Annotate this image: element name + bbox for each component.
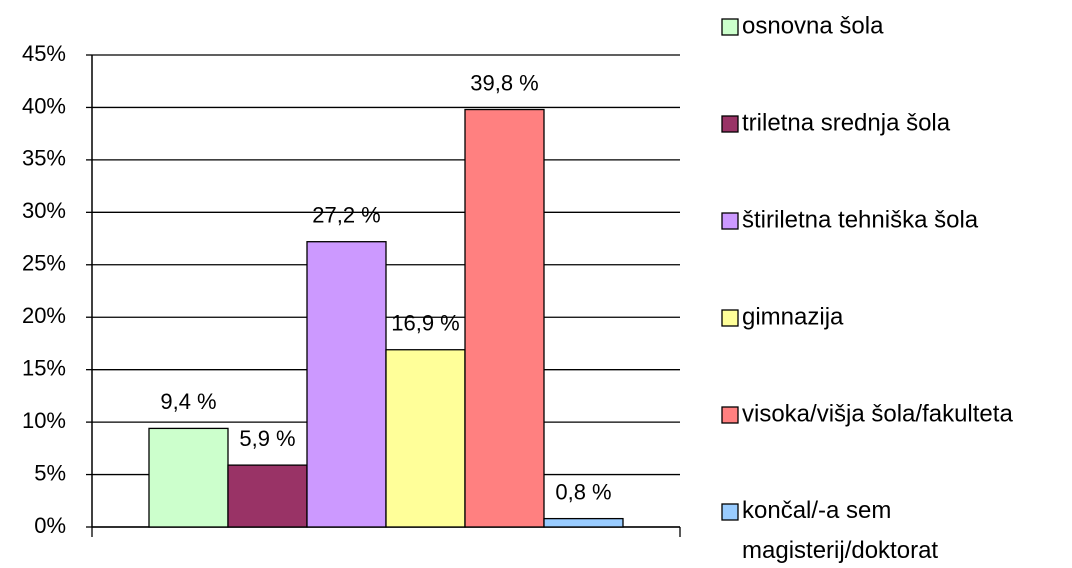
legend-swatch bbox=[721, 115, 739, 133]
y-tick-label: 45% bbox=[22, 41, 66, 66]
y-tick-label: 30% bbox=[22, 198, 66, 223]
legend-swatch bbox=[721, 309, 739, 327]
y-tick-label: 0% bbox=[34, 513, 66, 538]
y-tick-label: 20% bbox=[22, 303, 66, 328]
legend-swatch bbox=[721, 503, 739, 521]
legend-label: visoka/višja šola/fakulteta bbox=[742, 400, 1013, 427]
legend-label: končal/-a sem magisterij/doktorat bbox=[742, 497, 938, 564]
legend-label-line: magisterij/doktorat bbox=[742, 537, 938, 564]
legend-label: štiriletna tehniška šola bbox=[742, 206, 979, 233]
y-tick-label: 5% bbox=[34, 460, 66, 485]
legend-swatch bbox=[721, 18, 739, 36]
data-label: 5,9 % bbox=[239, 426, 295, 451]
legend-label: triletna srednja šola bbox=[742, 109, 951, 136]
bar bbox=[148, 427, 229, 528]
legend-swatch bbox=[721, 212, 739, 230]
y-tick-label: 35% bbox=[22, 146, 66, 171]
bar bbox=[385, 349, 466, 528]
y-tick-label: 40% bbox=[22, 93, 66, 118]
data-label: 39,8 % bbox=[470, 70, 539, 95]
data-label: 27,2 % bbox=[312, 203, 381, 228]
legend-label-line: končal/-a sem bbox=[742, 497, 891, 524]
data-label: 16,9 % bbox=[391, 311, 460, 336]
y-tick-label: 10% bbox=[22, 408, 66, 433]
legend-swatch bbox=[721, 406, 739, 424]
bar bbox=[464, 108, 545, 528]
legend-label: gimnazija bbox=[742, 303, 844, 330]
bar bbox=[306, 241, 387, 528]
y-tick-label: 25% bbox=[22, 251, 66, 276]
y-tick-label: 15% bbox=[22, 355, 66, 380]
legend-label: osnovna šola bbox=[742, 12, 884, 39]
data-label: 0,8 % bbox=[555, 479, 611, 504]
bar bbox=[227, 464, 308, 528]
bar bbox=[543, 517, 624, 528]
data-label: 9,4 % bbox=[160, 389, 216, 414]
